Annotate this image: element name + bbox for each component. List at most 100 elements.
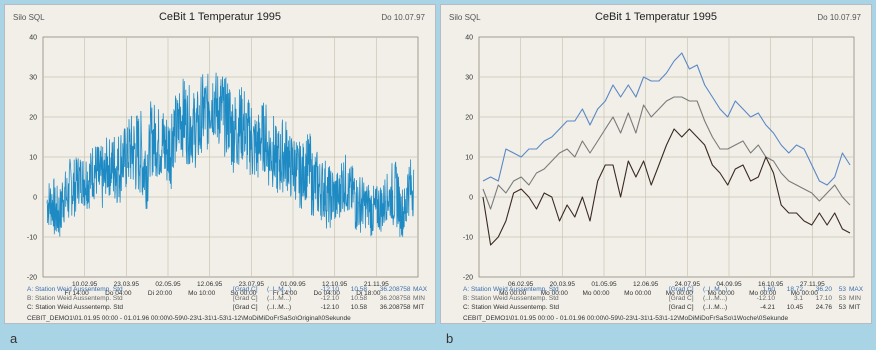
legend-row-b[interactable]: B: Station Weid Aussentemp. Std [Grad C]… (27, 295, 427, 304)
x-tick-time: Mo 10:00 (188, 290, 215, 297)
legend-max-value: 36.20 (815, 286, 832, 293)
legend-max-value: 36.20 (379, 295, 396, 302)
legend-row-a[interactable]: A: Station Weid Aussentemp. Std [Grad C]… (463, 286, 863, 295)
legend-mask: (..I..M...) (703, 286, 728, 293)
x-tick-time: Do 04:00 (313, 290, 340, 297)
chart-header: Silo SQL CeBit 1 Temperatur 1995 Do 10.0… (441, 11, 871, 27)
y-tick-label: 10 (465, 155, 473, 162)
x-tick-date: 01.05.95 (591, 281, 617, 288)
legend-function: MIT (849, 304, 861, 311)
chart-title: CeBit 1 Temperatur 1995 (158, 11, 282, 23)
chart-panel-b: Silo SQL CeBit 1 Temperatur 1995 Do 10.0… (440, 4, 872, 324)
legend-max-value: 36.20 (379, 304, 396, 311)
app-label: Silo SQL (449, 13, 481, 22)
chart-panel-a: Silo SQL CeBit 1 Temperatur 1995 Do 10.0… (4, 4, 436, 324)
legend-unit: [Grad C] (669, 304, 694, 311)
x-tick-date: 27.11.95 (800, 281, 825, 288)
x-tick-time: Di 20:00 (148, 290, 173, 297)
x-tick-date: 01.09.95 (280, 281, 306, 288)
legend-mask: (..I..M...) (703, 304, 728, 311)
chart-plot-b[interactable]: 40 30 20 10 0 -10 -20 06.02.95 Mo 00:00 20.03.95 M… (441, 5, 873, 297)
legend-function: MIN (849, 295, 861, 302)
x-tick-time: Mo 00:00 (791, 290, 818, 297)
chart-date: Do 10.07.97 (381, 13, 425, 22)
legend-unit: [Grad C] (233, 295, 258, 302)
x-tick-date: 10.02.95 (72, 281, 98, 288)
legend-function: MIN (413, 295, 425, 302)
legend-unit: [Grad C] (669, 295, 694, 302)
legend-count-value: 8758 (396, 295, 411, 302)
legend-min-value: -12.10 (320, 304, 339, 311)
legend-row-c[interactable]: C: Station Weid Aussentemp. Std [Grad C]… (463, 304, 863, 313)
x-tick-date: 12.06.95 (197, 281, 223, 288)
legend-mask: (..I..M...) (267, 304, 292, 311)
x-tick-time: Mo 00:00 (499, 290, 526, 297)
y-tick-label: 30 (29, 75, 37, 82)
legend-min-value: -4.21 (760, 304, 775, 311)
x-tick-time: Mo 00:00 (666, 290, 693, 297)
y-tick-label: 0 (33, 195, 37, 202)
legend-mean-value: 10.58 (350, 295, 367, 302)
x-tick-date: 12.06.95 (633, 281, 659, 288)
legend-label: B: Station Weid Aussentemp. Std (27, 295, 123, 302)
x-tick-time: Fr 14:00 (65, 290, 90, 297)
chart-plot-a[interactable]: 40 30 20 10 0 -10 -20 10.02.95 Fr 14:00 23.03.95 D… (5, 5, 437, 297)
legend-mask: (..I..M...) (267, 295, 292, 302)
query-path: CEBIT_DEMO1\01.01.95 00:00 - 01.01.96 00… (27, 315, 351, 322)
x-tick-date: 02.05.95 (155, 281, 181, 288)
legend-max-value: 17.10 (815, 295, 832, 302)
legend-function: MIT (413, 304, 425, 311)
legend-row-c[interactable]: C: Station Weid Aussentemp. Std [Grad C]… (27, 304, 427, 313)
x-tick-time: Mo 00:00 (582, 290, 609, 297)
chart-title: CeBit 1 Temperatur 1995 (594, 11, 718, 23)
legend-unit: [Grad C] (669, 286, 694, 293)
x-tick-time: Fr 14:00 (273, 290, 298, 297)
legend-mean-value: 18.72 (786, 286, 803, 293)
legend-unit: [Grad C] (233, 286, 258, 293)
legend-min-value: -12.10 (320, 295, 339, 302)
legend-label: B: Station Weid Aussentemp. Std (463, 295, 559, 302)
legend-mask: (..I..M...) (267, 286, 292, 293)
legend-unit: [Grad C] (233, 304, 258, 311)
legend-function: MAX (413, 286, 428, 293)
y-tick-label: -10 (463, 235, 473, 242)
y-tick-label: 40 (465, 35, 473, 42)
legend-label: A: Station Weid Aussentemp. Std (27, 286, 123, 293)
panel-label-a: a (10, 331, 18, 346)
legend-count-value: 53 (838, 286, 846, 293)
x-tick-date: 23.03.95 (114, 281, 140, 288)
x-tick-date: 23.07.95 (239, 281, 265, 288)
legend-max-value: 24.76 (815, 304, 832, 311)
panel-label-b: b (446, 331, 454, 346)
y-tick-label: -20 (27, 275, 37, 282)
x-tick-date: 04.09.95 (716, 281, 742, 288)
y-tick-label: 0 (469, 195, 473, 202)
y-tick-label: -20 (463, 275, 473, 282)
legend-count-value: 8758 (396, 304, 411, 311)
legend-count-value: 53 (838, 304, 846, 311)
y-tick-label: 20 (465, 115, 473, 122)
x-tick-date: 24.07.95 (675, 281, 701, 288)
chart-date: Do 10.07.97 (817, 13, 861, 22)
legend-a: A: Station Weid Aussentemp. Std [Grad C]… (27, 286, 427, 313)
x-tick-date: 21.11.95 (364, 281, 389, 288)
legend-min-value: 1.60 (762, 286, 775, 293)
legend-mean-value: 3.1 (793, 295, 803, 302)
legend-count-value: 8758 (396, 286, 411, 293)
y-tick-label: 20 (29, 115, 37, 122)
query-path: CEBIT_DEMO1\01.01.95 00:00 - 01.01.96 00… (463, 315, 789, 322)
app-label: Silo SQL (13, 13, 45, 22)
legend-row-a[interactable]: A: Station Weid Aussentemp. Std [Grad C]… (27, 286, 427, 295)
chart-header: Silo SQL CeBit 1 Temperatur 1995 Do 10.0… (5, 11, 435, 27)
legend-mean-value: 10.45 (786, 304, 803, 311)
legend-min-value: -12.10 (756, 295, 775, 302)
x-tick-date: 12.10.95 (322, 281, 348, 288)
legend-function: MAX (849, 286, 864, 293)
x-tick-date: 06.02.95 (508, 281, 534, 288)
legend-row-b[interactable]: B: Station Weid Aussentemp. Std [Grad C]… (463, 295, 863, 304)
x-tick-time: Mo 00:00 (707, 290, 734, 297)
x-tick-time: Mo 00:00 (541, 290, 568, 297)
x-tick-time: Di 18:00 (356, 290, 381, 297)
y-tick-label: 10 (29, 155, 37, 162)
legend-max-value: 36.20 (379, 286, 396, 293)
